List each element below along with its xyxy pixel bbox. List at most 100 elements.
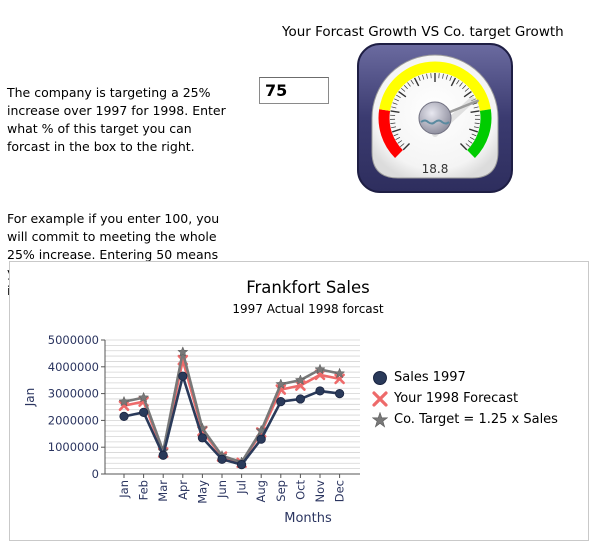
series-1 bbox=[118, 354, 345, 469]
data-point bbox=[217, 454, 227, 464]
gauge-tick bbox=[459, 142, 468, 151]
y-tick-label: 3000000 bbox=[48, 387, 99, 401]
x-tick-label: Nov bbox=[313, 480, 327, 503]
series-0 bbox=[119, 371, 345, 470]
gauge-tick bbox=[426, 73, 428, 79]
data-point bbox=[295, 394, 305, 404]
intro-paragraph-1: The company is targeting a 25% increase … bbox=[7, 85, 226, 154]
gauge-tick bbox=[463, 90, 472, 98]
x-marker-icon bbox=[372, 391, 388, 407]
gauge-tick bbox=[465, 143, 470, 147]
data-point bbox=[294, 374, 306, 385]
gauge-tick bbox=[474, 122, 480, 124]
gauge-tick bbox=[422, 74, 425, 80]
gauge-tick bbox=[397, 140, 403, 144]
gauge-tick bbox=[396, 94, 401, 98]
gauge-tick bbox=[403, 84, 408, 90]
gauge-tick bbox=[418, 76, 421, 81]
data-point bbox=[237, 460, 247, 470]
x-tick-label: Feb bbox=[137, 480, 151, 500]
y-tick-label: 0 bbox=[92, 467, 99, 481]
gauge-tick bbox=[456, 79, 460, 85]
legend-label-forecast: Your 1998 Forecast bbox=[394, 391, 519, 406]
data-point bbox=[314, 363, 326, 375]
gauge-hub bbox=[418, 101, 452, 135]
gauge-title: Your Forcast Growth VS Co. target Growth bbox=[282, 24, 564, 40]
gauge-tick bbox=[401, 87, 406, 92]
data-point bbox=[256, 434, 266, 444]
gauge-tick bbox=[402, 142, 411, 151]
data-point bbox=[118, 400, 130, 411]
gauge-zone-0 bbox=[378, 109, 403, 158]
gauge-tick bbox=[393, 133, 399, 137]
x-tick-label: Oct bbox=[293, 480, 307, 500]
x-tick-label: Jan bbox=[117, 480, 131, 499]
legend-label-target: Co. Target = 1.25 x Sales bbox=[394, 412, 558, 427]
x-tick-label: May bbox=[195, 480, 209, 504]
y-tick-label: 4000000 bbox=[48, 360, 99, 374]
star-marker-icon bbox=[372, 412, 388, 428]
gauge-tick bbox=[391, 128, 401, 133]
data-point bbox=[197, 433, 207, 443]
gauge-tick bbox=[413, 77, 420, 87]
gauge-tick bbox=[395, 136, 401, 140]
gauge-tick bbox=[449, 76, 452, 81]
x-tick-label: Aug bbox=[254, 480, 268, 502]
x-tick-label: Mar bbox=[156, 480, 170, 502]
gauge-tick bbox=[469, 94, 474, 98]
y-tick-label: 5000000 bbox=[48, 333, 99, 347]
gauge-tick bbox=[472, 102, 478, 105]
data-point bbox=[315, 386, 325, 396]
circle-marker-icon bbox=[373, 371, 387, 385]
x-tick-label: Dec bbox=[333, 480, 347, 502]
series-2 bbox=[118, 346, 346, 467]
chart-subtitle: 1997 Actual 1998 forcast bbox=[232, 302, 384, 316]
data-point bbox=[139, 407, 149, 417]
data-point bbox=[118, 395, 130, 407]
gauge-tick bbox=[410, 79, 414, 85]
legend-item-forecast: Your 1998 Forecast bbox=[372, 390, 558, 411]
gauge-tick bbox=[469, 136, 475, 140]
gauge-tick bbox=[390, 122, 396, 124]
x-tick-label: Jul bbox=[235, 480, 249, 495]
gauge-tick bbox=[473, 126, 479, 129]
gauge-tick bbox=[462, 84, 467, 90]
chart-title: Frankfort Sales bbox=[246, 278, 370, 297]
gauge-readout: 18.8 bbox=[422, 162, 449, 176]
y-tick-label: 1000000 bbox=[48, 440, 99, 454]
gauge-tick bbox=[450, 77, 457, 87]
gauge-zone-2 bbox=[467, 109, 492, 158]
gauge-tick bbox=[442, 73, 444, 79]
legend-item-target: Co. Target = 1.25 x Sales bbox=[372, 411, 558, 432]
gauge-tick bbox=[407, 82, 411, 87]
data-point bbox=[275, 378, 287, 389]
data-point bbox=[158, 450, 168, 460]
data-point bbox=[138, 391, 150, 403]
gauge-tick bbox=[391, 126, 397, 129]
data-point bbox=[276, 397, 286, 407]
gauge-tick bbox=[459, 82, 463, 87]
data-point bbox=[334, 388, 345, 399]
legend-item-sales: Sales 1997 bbox=[372, 369, 558, 390]
gauge-tick bbox=[471, 133, 477, 137]
gauge-tick bbox=[445, 74, 448, 80]
x-tick-label: Sep bbox=[274, 480, 288, 502]
growth-gauge: 18.8 bbox=[357, 43, 513, 193]
series-line bbox=[123, 351, 340, 464]
data-point bbox=[119, 411, 129, 421]
gauge-tick bbox=[391, 106, 397, 109]
x-tick-label: Jun bbox=[215, 480, 229, 499]
y-axis-label: Jan bbox=[23, 388, 37, 408]
gauge-tick bbox=[398, 90, 407, 98]
data-point bbox=[177, 346, 189, 357]
gauge-hub-wave bbox=[420, 119, 450, 125]
forecast-percent-input[interactable] bbox=[259, 77, 329, 104]
gauge-tick bbox=[464, 87, 469, 92]
y-tick-label: 2000000 bbox=[48, 413, 99, 427]
legend-label-sales: Sales 1997 bbox=[394, 370, 466, 385]
gauge-tick bbox=[390, 110, 400, 114]
gauge-tick bbox=[400, 143, 405, 147]
data-point bbox=[178, 371, 188, 381]
chart-legend: Sales 1997 Your 1998 Forecast Co. Target… bbox=[372, 369, 558, 432]
